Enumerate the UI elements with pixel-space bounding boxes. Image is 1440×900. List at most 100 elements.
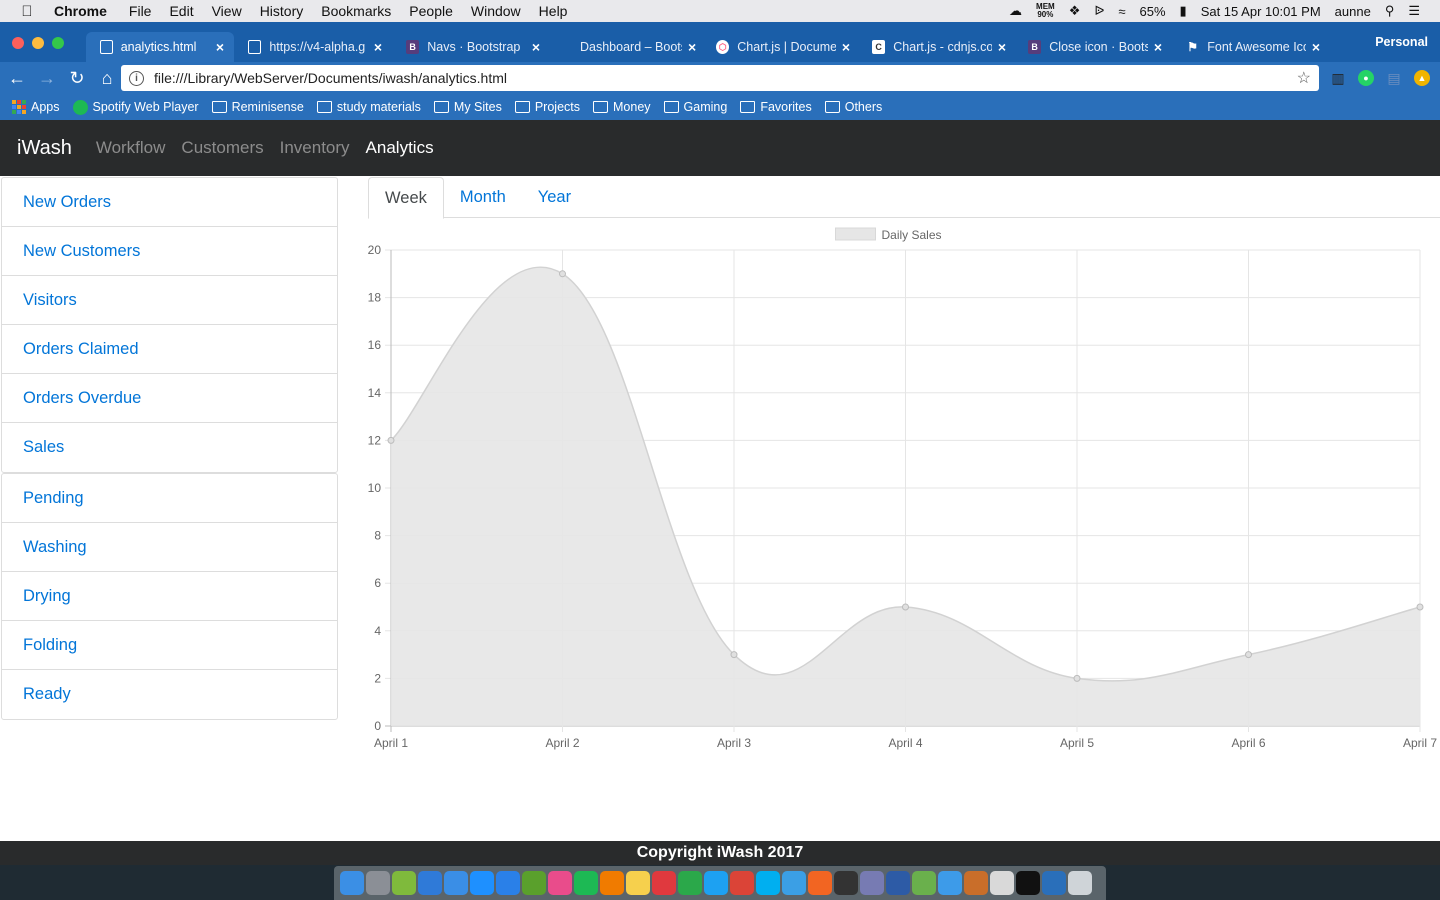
battery-icon[interactable]: ▮: [1179, 3, 1187, 18]
dock-app-icon[interactable]: [418, 871, 442, 895]
nav-analytics[interactable]: Analytics: [365, 138, 434, 157]
window-close-button[interactable]: [12, 37, 24, 49]
window-zoom-button[interactable]: [52, 37, 64, 49]
close-tab-icon[interactable]: ×: [688, 39, 697, 55]
apple-icon[interactable]: : [18, 2, 36, 20]
dock-app-icon[interactable]: [756, 871, 780, 895]
dock-app-icon[interactable]: [496, 871, 520, 895]
close-tab-icon[interactable]: ×: [215, 39, 224, 55]
dock-app-icon[interactable]: [782, 871, 806, 895]
bookmark-folder[interactable]: study materials: [316, 100, 421, 114]
close-tab-icon[interactable]: ×: [373, 39, 382, 55]
bookmark-folder[interactable]: Projects: [514, 100, 580, 114]
bookmark-folder[interactable]: Gaming: [663, 100, 727, 114]
home-icon[interactable]: ⌂: [101, 67, 113, 88]
dock-app-icon[interactable]: [340, 871, 364, 895]
dock-app-icon[interactable]: [1042, 871, 1066, 895]
dock-app-icon[interactable]: [444, 871, 468, 895]
reload-icon[interactable]: ↻: [69, 67, 85, 88]
profile-button[interactable]: Personal: [1375, 35, 1428, 49]
sidebar-item-washing[interactable]: Washing: [2, 523, 337, 572]
cast-icon[interactable]: ▤: [1387, 69, 1401, 86]
dock-app-icon[interactable]: [912, 871, 936, 895]
dock-app-icon[interactable]: [366, 871, 390, 895]
browser-tab[interactable]: analytics.html ×: [86, 32, 234, 62]
dock-app-icon[interactable]: [470, 871, 494, 895]
menu-file[interactable]: File: [128, 3, 152, 19]
bookmark-spotify[interactable]: Spotify Web Player: [72, 99, 199, 115]
dock-app-icon[interactable]: [808, 871, 832, 895]
dock-app-icon[interactable]: [548, 871, 572, 895]
browser-tab[interactable]: ⚑ Font Awesome Ico ×: [1187, 39, 1320, 55]
user-name[interactable]: aunne: [1334, 3, 1371, 19]
dock-app-icon[interactable]: [704, 871, 728, 895]
nav-workflow[interactable]: Workflow: [95, 138, 166, 157]
dock-app-icon[interactable]: [938, 871, 962, 895]
dock-app-icon[interactable]: [886, 871, 910, 895]
dock-app-icon[interactable]: [834, 871, 858, 895]
dock-app-icon[interactable]: [652, 871, 676, 895]
info-icon[interactable]: i: [129, 70, 144, 86]
bookmark-folder[interactable]: My Sites: [433, 100, 502, 114]
sidebar-item-drying[interactable]: Drying: [2, 572, 337, 621]
dock-app-icon[interactable]: [600, 871, 624, 895]
dock-app-icon[interactable]: [730, 871, 754, 895]
browser-tab[interactable]: C Chart.js - cdnjs.co ×: [858, 32, 1016, 62]
nav-customers[interactable]: Customers: [181, 138, 264, 157]
menu-history[interactable]: History: [259, 3, 304, 19]
close-tab-icon[interactable]: ×: [997, 39, 1006, 55]
wifi-icon[interactable]: ≈: [1118, 3, 1126, 19]
extension-icon[interactable]: ▥: [1331, 69, 1345, 86]
brand-logo[interactable]: iWash: [17, 136, 72, 159]
close-tab-icon[interactable]: ×: [841, 39, 850, 55]
tab-year[interactable]: Year: [537, 188, 572, 206]
sidebar-item-orders-overdue[interactable]: Orders Overdue: [2, 374, 337, 423]
close-tab-icon[interactable]: ×: [531, 39, 540, 55]
dock-app-icon[interactable]: [990, 871, 1014, 895]
menu-people[interactable]: People: [409, 3, 453, 19]
menu-help[interactable]: Help: [538, 3, 568, 19]
bluetooth-icon[interactable]: ᐉ: [1094, 3, 1105, 18]
sidebar-item-new-customers[interactable]: New Customers: [2, 227, 337, 276]
menu-edit[interactable]: Edit: [169, 3, 194, 19]
extension-icon[interactable]: ▲: [1414, 70, 1430, 86]
nav-inventory[interactable]: Inventory: [279, 138, 350, 157]
menu-view[interactable]: View: [211, 3, 242, 19]
bookmark-apps[interactable]: Apps: [12, 100, 60, 114]
browser-tab[interactable]: ⬡ Chart.js | Docume ×: [702, 32, 860, 62]
bookmark-star-icon[interactable]: ☆: [1296, 70, 1311, 87]
bookmark-folder[interactable]: Favorites: [740, 100, 812, 114]
url-text[interactable]: file:///Library/WebServer/Documents/iwas…: [154, 70, 507, 86]
dock-app-icon[interactable]: [626, 871, 650, 895]
battery-level[interactable]: 65%: [1139, 3, 1166, 19]
sidebar-item-ready[interactable]: Ready: [23, 685, 71, 703]
back-arrow-icon[interactable]: ←: [8, 67, 26, 88]
dock-app-icon[interactable]: [964, 871, 988, 895]
menu-window[interactable]: Window: [470, 3, 521, 19]
browser-tab[interactable]: Dashboard – Boots ×: [580, 39, 697, 55]
browser-tab[interactable]: B Navs · Bootstrap ×: [392, 32, 550, 62]
sidebar-item-new-orders[interactable]: New Orders: [2, 178, 337, 227]
memory-indicator[interactable]: MEM 90%: [1036, 2, 1055, 19]
clock[interactable]: Sat 15 Apr 10:01 PM: [1200, 3, 1321, 19]
tab-week[interactable]: Week: [368, 177, 444, 219]
dock-app-icon[interactable]: [1068, 871, 1092, 895]
bookmark-folder[interactable]: Others: [824, 100, 882, 114]
sidebar-item-folding[interactable]: Folding: [2, 621, 337, 670]
forward-arrow-icon[interactable]: →: [38, 67, 56, 88]
dropbox-icon[interactable]: ❖: [1068, 3, 1081, 18]
menu-bookmarks[interactable]: Bookmarks: [321, 3, 392, 19]
menu-chrome[interactable]: Chrome: [54, 3, 107, 19]
browser-tab[interactable]: B Close icon · Boots ×: [1014, 32, 1172, 62]
sidebar-item-sales[interactable]: Sales: [23, 438, 65, 456]
cloud-icon[interactable]: ☁: [1009, 3, 1023, 18]
sidebar-item-visitors[interactable]: Visitors: [2, 276, 337, 325]
sidebar-item-orders-claimed[interactable]: Orders Claimed: [2, 325, 337, 374]
close-tab-icon[interactable]: ×: [1153, 39, 1162, 55]
window-minimize-button[interactable]: [32, 37, 44, 49]
dock-app-icon[interactable]: [522, 871, 546, 895]
sidebar-item-pending[interactable]: Pending: [2, 474, 337, 523]
address-bar[interactable]: i file:///Library/WebServer/Documents/iw…: [121, 65, 1319, 91]
dock-app-icon[interactable]: [860, 871, 884, 895]
dock-app-icon[interactable]: [1016, 871, 1040, 895]
